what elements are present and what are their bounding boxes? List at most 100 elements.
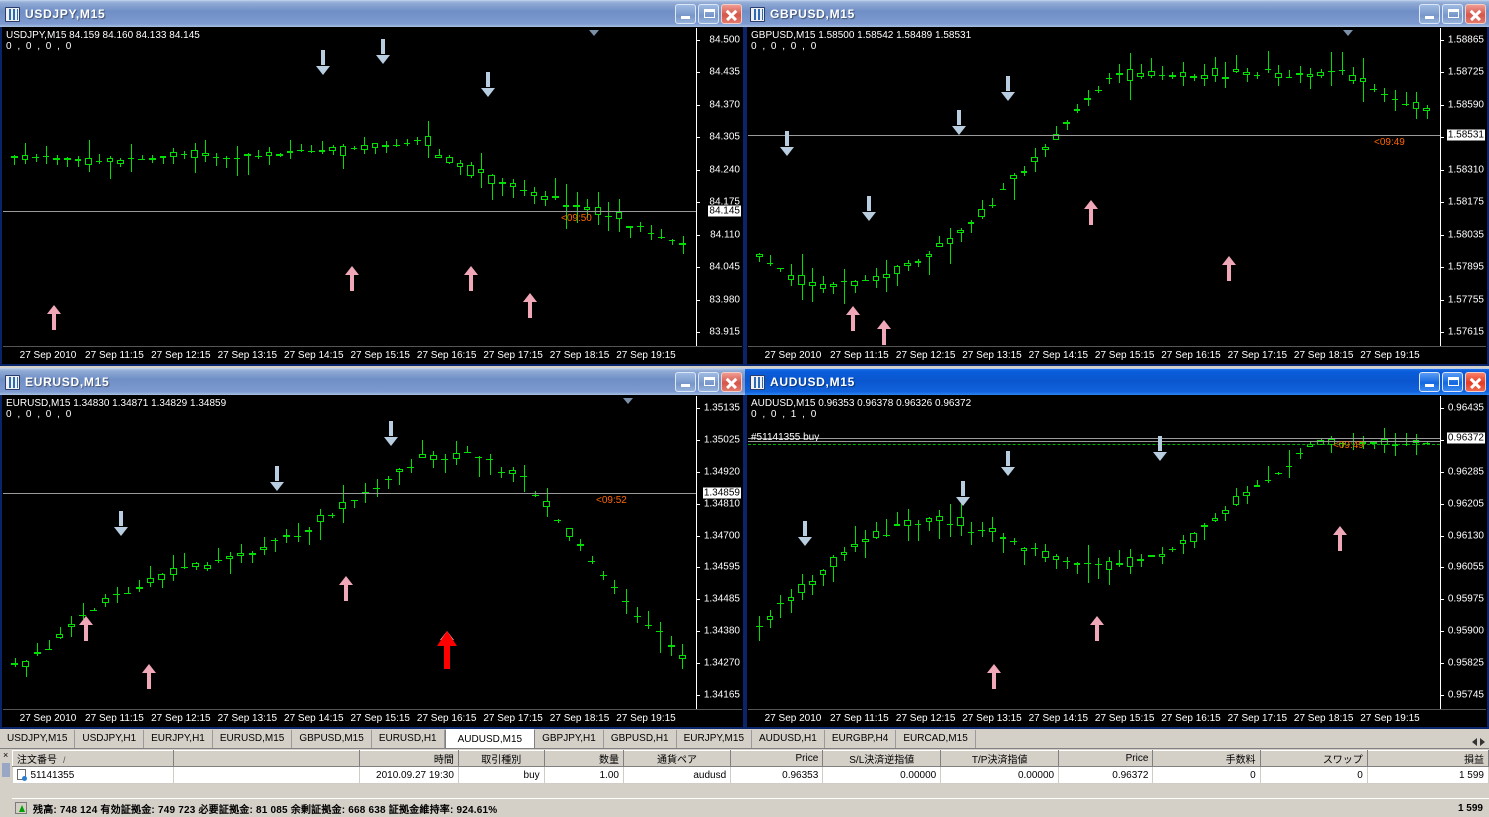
tab-scroll-controls[interactable]: [1472, 738, 1489, 748]
chart-window-gbpusd[interactable]: GBPUSD,M15 GBPUSD,M15 1.58500 1.58542 1.…: [745, 0, 1489, 366]
minimize-button[interactable]: [675, 4, 696, 24]
chart-window-usdjpy[interactable]: USDJPY,M15 USDJPY,M15 84.159 84.160 84.1…: [0, 0, 745, 366]
chart-tab-eurcad-m15[interactable]: EURCAD,M15: [896, 730, 976, 748]
candle-wick: [15, 657, 16, 667]
open-order-line[interactable]: [748, 444, 1440, 445]
close-button[interactable]: [721, 4, 742, 24]
candle-body: [509, 183, 517, 188]
price-scale-eurusd[interactable]: 1.35135 1.35025 1.34920 1.34810 1.34700 1.345…: [696, 396, 742, 709]
candle-body: [1190, 533, 1197, 542]
chart-body-audusd[interactable]: AUDUSD,M15 0.96353 0.96378 0.96326 0.963…: [747, 395, 1487, 727]
chart-window-audusd[interactable]: AUDUSD,M15 AUDUSD,M15 0.96353 0.96378 0.…: [745, 368, 1489, 729]
order-row[interactable]: 51141355 2010.09.27 19:30 buy 1.00 audusd 0.9…: [12, 766, 1489, 784]
column-header-price2[interactable]: Price: [1058, 750, 1154, 767]
column-header-symbol[interactable]: 通貨ペア: [622, 750, 732, 767]
scroll-left-icon[interactable]: [1472, 738, 1477, 746]
price-scale-audusd[interactable]: 0.96435 0.96372 0.96285 0.96205 0.96130 0.960…: [1440, 396, 1486, 709]
chart-plot-usdjpy[interactable]: USDJPY,M15 84.159 84.160 84.133 84.145 0…: [3, 28, 696, 346]
column-header-time[interactable]: 時間: [359, 750, 459, 767]
time-axis-eurusd[interactable]: 27 Sep 2010 27 Sep 11:15 27 Sep 12:15 27 Se…: [3, 709, 742, 726]
chart-tab-eurgbp-h4[interactable]: EURGBP,H4: [825, 730, 897, 748]
candle-body: [565, 528, 573, 538]
candle-wick: [142, 154, 143, 160]
candle-body: [1359, 77, 1367, 82]
chart-tab-strip[interactable]: USDJPY,M15 USDJPY,H1 EURJPY,H1 EURUSD,M15 GB…: [0, 729, 1489, 749]
sell-signal-arrow-icon: [779, 131, 794, 156]
maximize-button[interactable]: [1442, 372, 1463, 392]
chart-tab-gbpjpy-h1[interactable]: GBPJPY,H1: [535, 730, 604, 748]
column-header-profit[interactable]: 損益: [1366, 750, 1489, 767]
close-button[interactable]: [1465, 372, 1486, 392]
titlebar-usdjpy[interactable]: USDJPY,M15: [0, 0, 745, 27]
time-axis-usdjpy[interactable]: 27 Sep 2010 27 Sep 11:15 27 Sep 12:15 27 Se…: [3, 346, 742, 363]
chart-tab-eurjpy-m15[interactable]: EURJPY,M15: [677, 730, 753, 748]
maximize-button[interactable]: [698, 4, 719, 24]
price-scale-label: 1.58865: [1447, 34, 1484, 46]
chart-tab-eurjpy-h1[interactable]: EURJPY,H1: [144, 730, 213, 748]
candle-body: [872, 531, 880, 539]
column-header-blank[interactable]: [172, 750, 361, 767]
maximize-button[interactable]: [698, 372, 719, 392]
column-header-type[interactable]: 取引種別: [457, 750, 545, 767]
scroll-right-icon[interactable]: [1480, 738, 1485, 746]
close-icon[interactable]: ×: [3, 750, 9, 760]
chart-tab-usdjpy-h1[interactable]: USDJPY,H1: [75, 730, 145, 748]
close-button[interactable]: [721, 372, 742, 392]
candle-wick: [94, 607, 95, 612]
chart-body-gbpusd[interactable]: GBPUSD,M15 1.58500 1.58542 1.58489 1.585…: [747, 27, 1487, 364]
column-header-order[interactable]: 注文番号 /: [12, 750, 174, 767]
chart-tab-gbpusd-m15[interactable]: GBPUSD,M15: [292, 730, 372, 748]
chart-plot-audusd[interactable]: AUDUSD,M15 0.96353 0.96378 0.96326 0.963…: [748, 396, 1440, 709]
maximize-button[interactable]: [1442, 4, 1463, 24]
titlebar-eurusd[interactable]: EURUSD,M15: [0, 368, 745, 395]
candle-body: [446, 157, 453, 163]
last-bar-timestamp: <09:52: [596, 495, 627, 506]
candle-body: [339, 502, 347, 510]
sell-signal-arrow-icon: [481, 72, 496, 97]
candle-body: [226, 556, 234, 560]
column-header-commission[interactable]: 手数料: [1152, 750, 1261, 767]
minimize-button[interactable]: [1419, 372, 1440, 392]
column-header-tp[interactable]: T/P決済指値: [940, 750, 1060, 767]
candle-body: [328, 515, 336, 517]
buy-signal-arrow-icon: [141, 664, 156, 689]
candle-body: [978, 529, 986, 531]
candle-wick: [1151, 58, 1152, 78]
time-axis-gbpusd[interactable]: 27 Sep 2010 27 Sep 11:15 27 Sep 12:15 27 Se…: [748, 346, 1486, 363]
candle-body: [201, 152, 209, 157]
chart-plot-eurusd[interactable]: EURUSD,M15 1.34830 1.34871 1.34829 1.348…: [3, 396, 696, 709]
candle-body: [1084, 563, 1091, 565]
chart-tab-usdjpy-m15[interactable]: USDJPY,M15: [0, 730, 76, 748]
chart-body-usdjpy[interactable]: USDJPY,M15 84.159 84.160 84.133 84.145 0…: [2, 27, 743, 364]
time-axis-audusd[interactable]: 27 Sep 2010 27 Sep 11:15 27 Sep 12:15 27 Se…: [748, 709, 1486, 726]
chart-tab-eurusd-h1[interactable]: EURUSD,H1: [372, 730, 445, 748]
column-header-swap[interactable]: スワップ: [1259, 750, 1368, 767]
chart-tab-audusd-h1[interactable]: AUDUSD,H1: [752, 730, 825, 748]
price-scale-usdjpy[interactable]: 84.500 84.435 84.370 84.305 84.240 84.175 84.1…: [696, 28, 742, 346]
candle-wick: [886, 519, 887, 537]
column-header-price1[interactable]: Price: [730, 750, 824, 767]
candle-wick: [780, 267, 781, 272]
close-button[interactable]: [1465, 4, 1486, 24]
open-orders-table[interactable]: 注文番号 / 時間 取引種別 数量 通貨ペア Price S/L決済逆指値 T/P決済指値 Pri…: [12, 750, 1489, 784]
candle-wick: [897, 511, 898, 527]
column-header-sl[interactable]: S/L決済逆指値: [822, 750, 942, 767]
titlebar-gbpusd[interactable]: GBPUSD,M15: [745, 0, 1489, 27]
column-header-volume[interactable]: 数量: [543, 750, 624, 767]
chart-tab-gbpusd-h1[interactable]: GBPUSD,H1: [604, 730, 677, 748]
candle-wick: [929, 517, 930, 532]
minimize-button[interactable]: [1419, 4, 1440, 24]
candle-body: [286, 150, 294, 153]
chart-plot-gbpusd[interactable]: GBPUSD,M15 1.58500 1.58542 1.58489 1.585…: [748, 28, 1440, 346]
orders-body[interactable]: 51141355 2010.09.27 19:30 buy 1.00 audusd 0.9…: [12, 766, 1489, 784]
titlebar-audusd[interactable]: AUDUSD,M15: [745, 368, 1489, 395]
candle-body: [647, 232, 655, 234]
candle-body: [265, 152, 273, 156]
minimize-button[interactable]: [675, 372, 696, 392]
chart-body-eurusd[interactable]: EURUSD,M15 1.34830 1.34871 1.34829 1.348…: [2, 395, 743, 727]
chart-tab-audusd-m15[interactable]: AUDUSD,M15: [444, 729, 536, 748]
chart-tab-eurusd-m15[interactable]: EURUSD,M15: [213, 730, 293, 748]
terminal-close-column[interactable]: ×: [0, 750, 12, 817]
price-scale-gbpusd[interactable]: 1.588651.587251.585901.584501.583101.581…: [1440, 28, 1486, 346]
chart-window-eurusd[interactable]: EURUSD,M15 EURUSD,M15 1.34830 1.34871 1.…: [0, 368, 745, 729]
